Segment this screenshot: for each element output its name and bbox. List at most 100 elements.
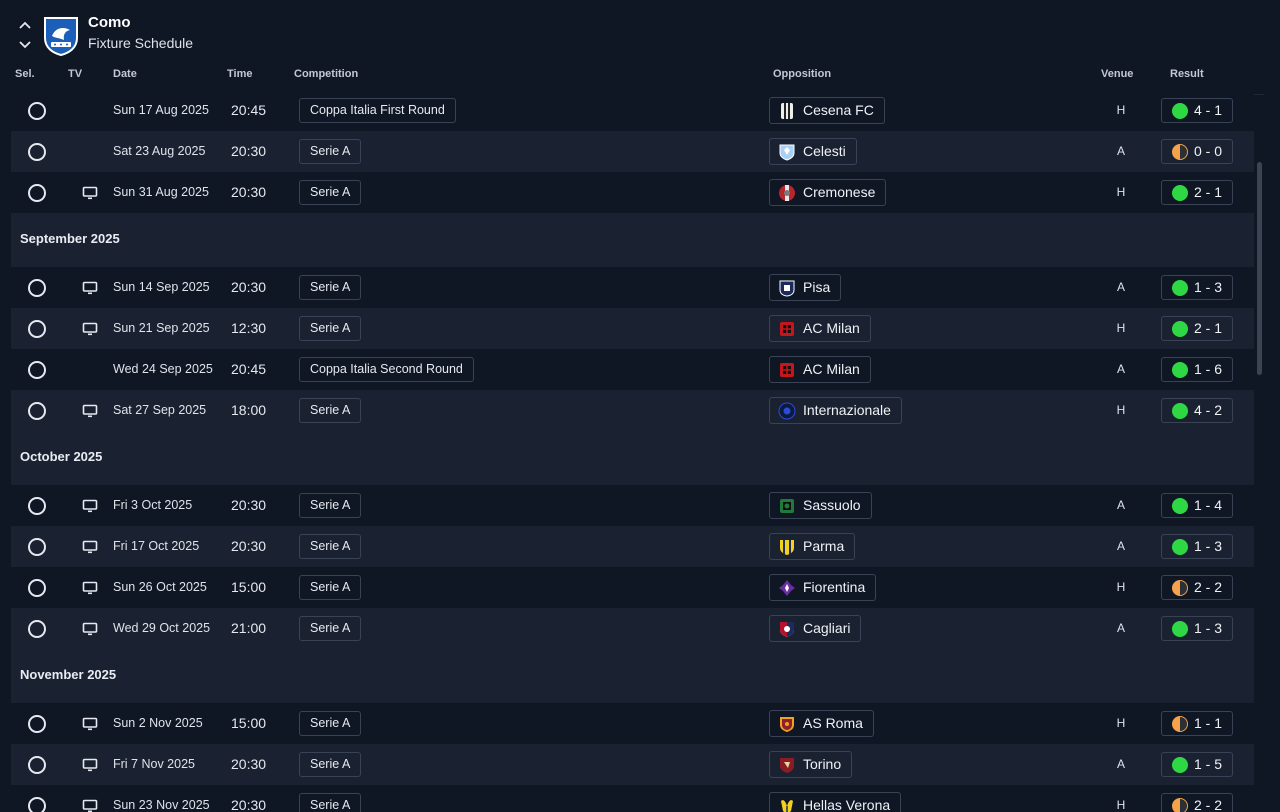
competition-badge[interactable]: Serie A bbox=[299, 752, 362, 777]
result-badge[interactable]: 2 - 2 bbox=[1161, 575, 1234, 600]
fixture-row[interactable]: Sat 27 Sep 2025 18:00 Serie A Internazional… bbox=[11, 390, 1254, 431]
select-radio[interactable] bbox=[28, 320, 46, 338]
result-badge[interactable]: 4 - 2 bbox=[1161, 398, 1234, 423]
result-badge[interactable]: 1 - 6 bbox=[1161, 357, 1234, 382]
column-header-time[interactable]: Time bbox=[227, 68, 253, 80]
result-badge[interactable]: 0 - 0 bbox=[1161, 139, 1234, 164]
column-header-competition[interactable]: Competition bbox=[294, 68, 359, 80]
fixture-row[interactable]: Sun 2 Nov 2025 15:00 Serie A AS Roma H 1 - 1 bbox=[11, 703, 1254, 744]
column-header-sel[interactable]: Sel. bbox=[15, 68, 35, 80]
column-header-tv[interactable]: TV bbox=[68, 68, 83, 80]
column-header-venue[interactable]: Venue bbox=[1101, 68, 1134, 80]
fixture-row[interactable]: Fri 7 Nov 2025 20:30 Serie A Torino A 1 - 5 bbox=[11, 744, 1254, 785]
tv-icon bbox=[82, 581, 98, 595]
select-radio[interactable] bbox=[28, 102, 46, 120]
chevron-up-icon[interactable] bbox=[16, 16, 34, 34]
opponent-link[interactable]: Cesena FC bbox=[769, 97, 885, 124]
fixture-row[interactable]: Sun 31 Aug 2025 20:30 Serie A Cremonese H 2 -… bbox=[11, 172, 1254, 213]
competition-badge[interactable]: Serie A bbox=[299, 139, 362, 164]
competition-badge[interactable]: Serie A bbox=[299, 616, 362, 641]
competition-badge[interactable]: Serie A bbox=[299, 711, 362, 736]
opponent-name: Parma bbox=[803, 538, 845, 554]
chevron-down-icon[interactable] bbox=[16, 36, 34, 54]
competition-badge[interactable]: Serie A bbox=[299, 180, 362, 205]
fixture-row[interactable]: Sun 21 Sep 2025 12:30 Serie A AC Milan H 2 - … bbox=[11, 308, 1254, 349]
win-indicator-icon bbox=[1172, 103, 1188, 119]
result-badge[interactable]: 1 - 3 bbox=[1161, 275, 1234, 300]
opponent-link[interactable]: Internazionale bbox=[769, 397, 902, 424]
competition-badge[interactable]: Coppa Italia First Round bbox=[299, 98, 456, 123]
opponent-link[interactable]: Fiorentina bbox=[769, 574, 877, 601]
venue: A bbox=[1116, 621, 1125, 635]
select-radio[interactable] bbox=[28, 279, 46, 297]
tv-icon bbox=[82, 717, 98, 731]
competition-badge[interactable]: Serie A bbox=[299, 398, 362, 423]
fixture-row[interactable]: Wed 24 Sep 2025 20:45 Coppa Italia Second … bbox=[11, 349, 1254, 390]
tv-icon bbox=[82, 404, 98, 418]
opponent-name: Internazionale bbox=[803, 402, 891, 418]
torino-crest-icon bbox=[780, 758, 794, 773]
competition-badge[interactable]: Serie A bbox=[299, 316, 362, 341]
result-badge[interactable]: 4 - 1 bbox=[1161, 98, 1234, 123]
opponent-link[interactable]: AC Milan bbox=[769, 315, 871, 342]
result-badge[interactable]: 2 - 1 bbox=[1161, 316, 1234, 341]
competition-badge[interactable]: Serie A bbox=[299, 493, 362, 518]
fixture-row[interactable]: Sun 17 Aug 2025 20:45 Coppa Italia First R… bbox=[11, 90, 1254, 131]
opponent-link[interactable]: Pisa bbox=[769, 274, 842, 301]
result-badge[interactable]: 1 - 5 bbox=[1161, 752, 1234, 777]
column-header-result[interactable]: Result bbox=[1170, 68, 1204, 80]
opponent-link[interactable]: Parma bbox=[769, 533, 856, 560]
select-radio[interactable] bbox=[28, 756, 46, 774]
opponent-link[interactable]: AS Roma bbox=[769, 710, 874, 737]
select-radio[interactable] bbox=[28, 184, 46, 202]
result-badge[interactable]: 2 - 2 bbox=[1161, 793, 1234, 812]
fixture-row[interactable]: Fri 17 Oct 2025 20:30 Serie A Parma A 1 - 3 bbox=[11, 526, 1254, 567]
fixture-row[interactable]: Sun 23 Nov 2025 20:30 Serie A Hellas Verona… bbox=[11, 785, 1254, 812]
fixture-date: Wed 29 Oct 2025 bbox=[113, 621, 211, 635]
cagliari-crest-icon bbox=[780, 622, 794, 637]
competition-badge[interactable]: Coppa Italia Second Round bbox=[299, 357, 474, 382]
opponent-link[interactable]: Hellas Verona bbox=[769, 792, 902, 812]
competition-badge[interactable]: Serie A bbox=[299, 534, 362, 559]
select-radio[interactable] bbox=[28, 361, 46, 379]
venue: H bbox=[1116, 185, 1126, 199]
celesti-crest-icon bbox=[779, 144, 795, 161]
opponent-link[interactable]: AC Milan bbox=[769, 356, 871, 383]
column-header-date[interactable]: Date bbox=[113, 68, 137, 80]
opponent-link[interactable]: Celesti bbox=[769, 138, 857, 165]
fixture-row[interactable]: Sat 23 Aug 2025 20:30 Serie A Celesti A 0 - 0 bbox=[11, 131, 1254, 172]
opponent-link[interactable]: Cremonese bbox=[769, 179, 887, 206]
scrollbar[interactable] bbox=[1257, 162, 1262, 375]
month-label: November 2025 bbox=[20, 667, 117, 682]
result-badge[interactable]: 1 - 3 bbox=[1161, 616, 1234, 641]
result-badge[interactable]: 1 - 4 bbox=[1161, 493, 1234, 518]
select-radio[interactable] bbox=[28, 497, 46, 515]
select-radio[interactable] bbox=[28, 579, 46, 597]
fixture-date: Fri 7 Nov 2025 bbox=[113, 757, 195, 771]
column-header-opposition[interactable]: Opposition bbox=[773, 68, 832, 80]
fixture-date: Sun 21 Sep 2025 bbox=[113, 321, 210, 335]
nav-arrows bbox=[16, 14, 34, 58]
result-badge[interactable]: 2 - 1 bbox=[1161, 180, 1234, 205]
competition-badge[interactable]: Serie A bbox=[299, 793, 362, 812]
fixture-row[interactable]: Wed 29 Oct 2025 21:00 Serie A Cagliari A 1 - … bbox=[11, 608, 1254, 649]
fixture-row[interactable]: Sun 26 Oct 2025 15:00 Serie A Fiorentina H 2 … bbox=[11, 567, 1254, 608]
select-radio[interactable] bbox=[28, 715, 46, 733]
opponent-name: Sassuolo bbox=[803, 497, 861, 513]
select-radio[interactable] bbox=[28, 538, 46, 556]
result-badge[interactable]: 1 - 1 bbox=[1161, 711, 1234, 736]
competition-badge[interactable]: Serie A bbox=[299, 275, 362, 300]
select-radio[interactable] bbox=[28, 143, 46, 161]
fixture-row[interactable]: Sun 14 Sep 2025 20:30 Serie A Pisa A 1 - 3 bbox=[11, 267, 1254, 308]
select-radio[interactable] bbox=[28, 797, 46, 812]
competition-badge[interactable]: Serie A bbox=[299, 575, 362, 600]
result-badge[interactable]: 1 - 3 bbox=[1161, 534, 1234, 559]
fixture-row[interactable]: Fri 3 Oct 2025 20:30 Serie A Sassuolo A 1 - 4 bbox=[11, 485, 1254, 526]
opponent-link[interactable]: Torino bbox=[769, 751, 853, 778]
opponent-link[interactable]: Cagliari bbox=[769, 615, 862, 642]
result-score: 1 - 3 bbox=[1194, 538, 1223, 554]
opponent-link[interactable]: Sassuolo bbox=[769, 492, 872, 519]
select-radio[interactable] bbox=[28, 402, 46, 420]
select-radio[interactable] bbox=[28, 620, 46, 638]
fixture-date: Sat 27 Sep 2025 bbox=[113, 403, 207, 417]
